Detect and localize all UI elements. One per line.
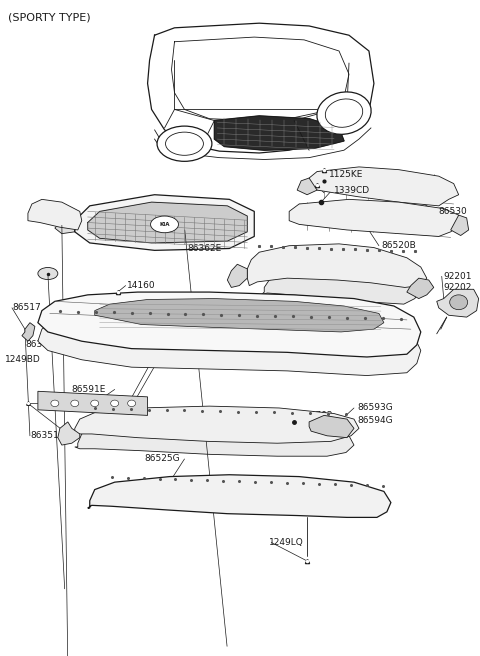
Ellipse shape	[166, 132, 204, 155]
Text: 86530: 86530	[439, 207, 468, 216]
Text: 92202: 92202	[444, 283, 472, 292]
Polygon shape	[88, 202, 247, 243]
Ellipse shape	[317, 92, 371, 134]
Polygon shape	[72, 406, 359, 443]
Polygon shape	[309, 415, 354, 438]
Polygon shape	[309, 167, 459, 206]
Ellipse shape	[38, 268, 58, 279]
Ellipse shape	[111, 400, 119, 407]
Text: 86571P: 86571P	[147, 350, 182, 359]
Text: 1249BD: 1249BD	[5, 356, 41, 364]
Text: 1249LQ: 1249LQ	[269, 538, 304, 547]
Ellipse shape	[128, 400, 136, 407]
Polygon shape	[58, 422, 80, 445]
Ellipse shape	[450, 295, 468, 310]
Text: 86310T: 86310T	[25, 340, 59, 350]
Text: (SPORTY TYPE): (SPORTY TYPE)	[8, 13, 91, 23]
Polygon shape	[247, 244, 427, 287]
Text: 86517: 86517	[12, 303, 41, 312]
Polygon shape	[38, 292, 421, 357]
Polygon shape	[407, 278, 434, 298]
Text: 86520B: 86520B	[381, 241, 416, 250]
Polygon shape	[297, 178, 317, 195]
Polygon shape	[38, 391, 147, 415]
Polygon shape	[451, 215, 468, 236]
Polygon shape	[22, 323, 35, 341]
Text: 1125KE: 1125KE	[329, 170, 363, 179]
Text: 86525G: 86525G	[144, 455, 180, 464]
Text: 84702: 84702	[304, 411, 333, 420]
Polygon shape	[75, 423, 354, 456]
Text: 86362E: 86362E	[188, 244, 222, 253]
Ellipse shape	[71, 400, 79, 407]
Ellipse shape	[151, 216, 179, 233]
Text: 86593G: 86593G	[357, 403, 393, 413]
Text: 86591E: 86591E	[72, 385, 106, 394]
Ellipse shape	[91, 400, 99, 407]
Text: KIA: KIA	[159, 222, 170, 227]
Polygon shape	[228, 264, 247, 287]
Polygon shape	[55, 220, 75, 234]
Ellipse shape	[51, 400, 59, 407]
Polygon shape	[38, 311, 421, 375]
Polygon shape	[75, 195, 254, 251]
Text: 14160: 14160	[127, 281, 155, 290]
Ellipse shape	[325, 99, 363, 127]
Polygon shape	[215, 116, 344, 150]
Text: 86511A: 86511A	[165, 303, 199, 312]
Ellipse shape	[157, 126, 212, 161]
Polygon shape	[437, 289, 479, 317]
Text: 1339CD: 1339CD	[334, 186, 370, 195]
Text: 86551P: 86551P	[349, 251, 383, 260]
Text: 86571R: 86571R	[147, 338, 182, 348]
Text: 86551D: 86551D	[339, 272, 375, 281]
Text: 86594G: 86594G	[357, 415, 393, 424]
Polygon shape	[261, 271, 419, 304]
Polygon shape	[28, 199, 82, 230]
Polygon shape	[289, 199, 461, 236]
Polygon shape	[95, 298, 384, 332]
Text: 86351: 86351	[30, 431, 59, 440]
Polygon shape	[88, 475, 391, 518]
Text: 92201: 92201	[444, 272, 472, 281]
